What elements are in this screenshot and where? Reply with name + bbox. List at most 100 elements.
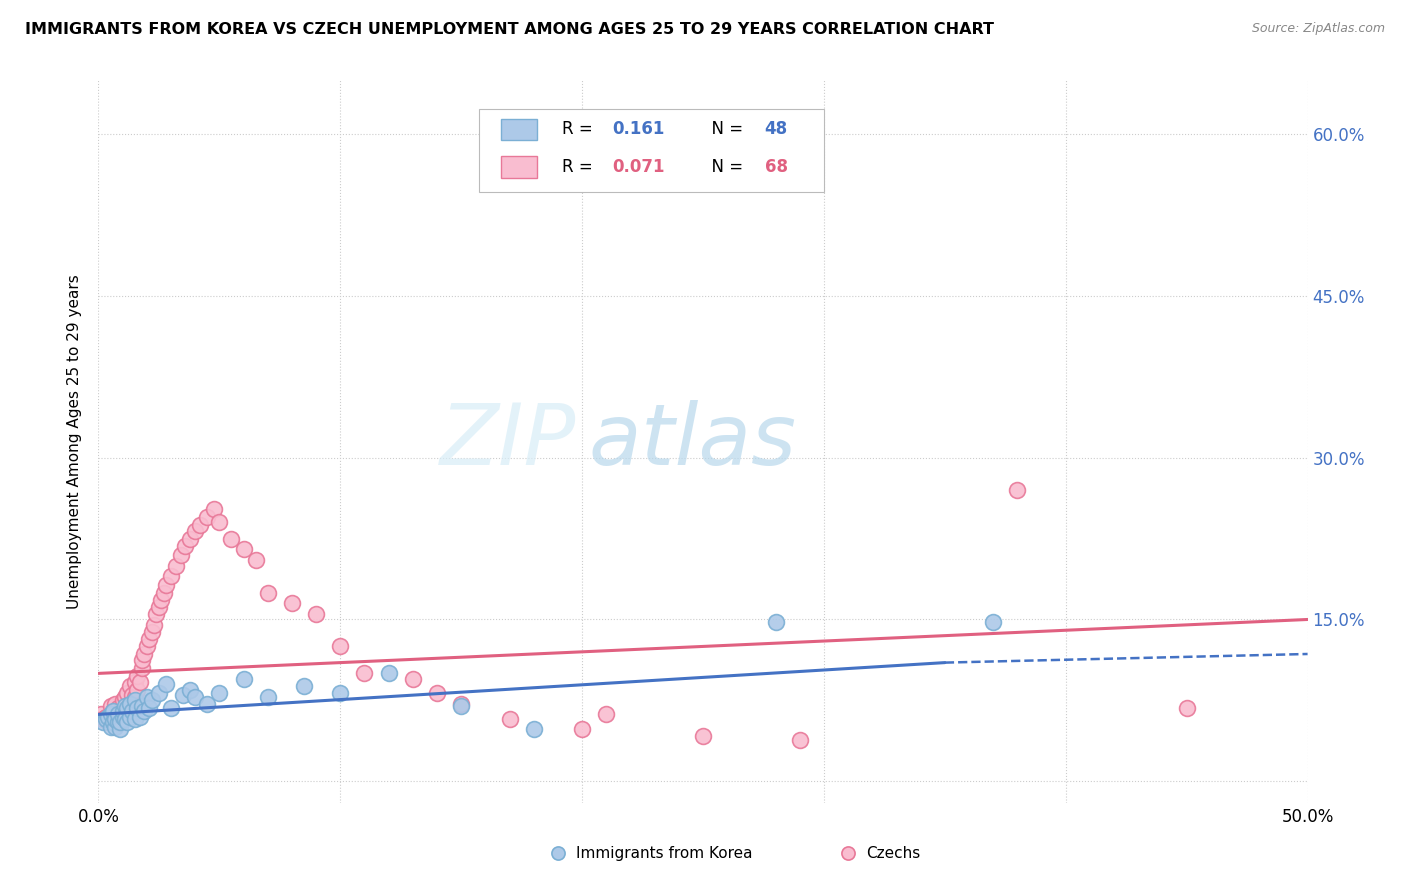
Point	[101, 714, 124, 729]
Point	[117, 714, 139, 729]
Point	[108, 704, 131, 718]
Text: N =: N =	[700, 158, 748, 176]
Point	[450, 698, 472, 713]
Point	[148, 599, 170, 614]
Point	[232, 672, 254, 686]
Text: Source: ZipAtlas.com: Source: ZipAtlas.com	[1251, 22, 1385, 36]
Point	[789, 733, 811, 747]
Point	[108, 714, 131, 729]
Point	[127, 701, 149, 715]
Point	[114, 690, 136, 705]
Point	[108, 714, 131, 729]
Text: atlas: atlas	[588, 400, 796, 483]
Point	[100, 720, 122, 734]
Point	[329, 686, 352, 700]
Point	[100, 707, 122, 722]
Text: R =: R =	[561, 120, 598, 138]
Point	[124, 693, 146, 707]
Point	[402, 672, 425, 686]
Point	[101, 714, 124, 729]
Point	[131, 661, 153, 675]
Point	[138, 701, 160, 715]
Point	[91, 712, 114, 726]
Point	[121, 688, 143, 702]
FancyBboxPatch shape	[501, 156, 537, 178]
Point	[1007, 849, 1029, 863]
Point	[426, 686, 449, 700]
Point	[256, 690, 278, 705]
Point	[94, 712, 117, 726]
Point	[97, 709, 120, 723]
Point	[179, 682, 201, 697]
Text: 0.071: 0.071	[613, 158, 665, 176]
Point	[172, 688, 194, 702]
Point	[108, 723, 131, 737]
Point	[107, 707, 129, 722]
Point	[100, 707, 122, 722]
Point	[121, 704, 143, 718]
FancyBboxPatch shape	[501, 119, 537, 140]
Point	[450, 697, 472, 711]
Point	[292, 679, 315, 693]
Point	[692, 729, 714, 743]
Point	[195, 697, 218, 711]
Point	[571, 723, 593, 737]
Point	[118, 697, 141, 711]
Point	[208, 516, 231, 530]
Point	[131, 698, 153, 713]
Point	[91, 714, 114, 729]
Text: N =: N =	[700, 120, 748, 138]
Point	[114, 712, 136, 726]
Point	[127, 668, 149, 682]
Point	[353, 666, 375, 681]
Point	[145, 607, 167, 621]
Point	[111, 704, 134, 718]
Point	[377, 666, 399, 681]
Text: 0.161: 0.161	[613, 120, 665, 138]
Point	[134, 704, 156, 718]
Point	[141, 625, 163, 640]
Point	[131, 653, 153, 667]
Point	[114, 698, 136, 713]
Point	[232, 542, 254, 557]
Text: 68: 68	[765, 158, 787, 176]
Point	[188, 517, 211, 532]
Point	[104, 720, 127, 734]
Point	[128, 709, 150, 723]
Point	[204, 502, 226, 516]
Point	[195, 510, 218, 524]
Point	[118, 697, 141, 711]
Point	[104, 697, 127, 711]
Point	[101, 704, 124, 718]
Text: Immigrants from Korea: Immigrants from Korea	[576, 846, 752, 861]
Point	[117, 701, 139, 715]
Point	[104, 712, 127, 726]
Point	[101, 704, 124, 718]
Text: 48: 48	[765, 120, 787, 138]
Point	[498, 712, 520, 726]
Point	[174, 539, 197, 553]
Point	[107, 714, 129, 729]
Point	[155, 578, 177, 592]
Point	[160, 701, 183, 715]
Text: R =: R =	[561, 158, 598, 176]
Point	[107, 709, 129, 723]
Point	[595, 707, 617, 722]
Point	[100, 698, 122, 713]
Point	[160, 569, 183, 583]
Point	[155, 677, 177, 691]
Point	[111, 709, 134, 723]
Point	[1175, 701, 1198, 715]
Point	[90, 707, 112, 722]
Point	[135, 640, 157, 654]
Point	[124, 712, 146, 726]
Point	[124, 675, 146, 690]
Point	[107, 701, 129, 715]
Point	[221, 532, 243, 546]
Point	[165, 558, 187, 573]
Point	[981, 615, 1004, 629]
Point	[111, 709, 134, 723]
Point	[184, 524, 207, 538]
Point	[127, 682, 149, 697]
Point	[281, 596, 304, 610]
